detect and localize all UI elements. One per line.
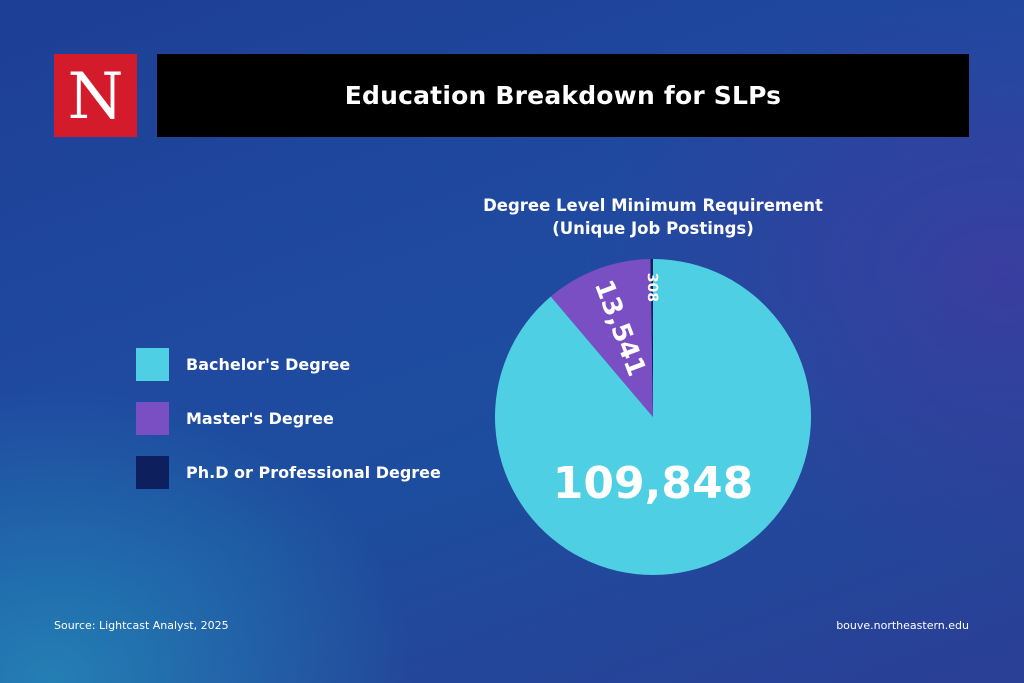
legend-swatch-masters xyxy=(136,402,169,435)
chart-title-line-2: (Unique Job Postings) xyxy=(552,219,754,238)
title-bar: Education Breakdown for SLPs xyxy=(157,54,969,137)
northeastern-logo: N xyxy=(54,54,137,137)
logo-letter: N xyxy=(67,59,124,134)
legend-label-phd: Ph.D or Professional Degree xyxy=(186,463,441,482)
page-title: Education Breakdown for SLPs xyxy=(344,81,782,110)
source-note: Source: Lightcast Analyst, 2025 xyxy=(54,619,229,632)
legend-item-phd: Ph.D or Professional Degree xyxy=(136,456,441,489)
legend-label-masters: Master's Degree xyxy=(186,409,334,428)
pie-label-bachelors: 109,848 xyxy=(553,458,753,509)
site-url: bouve.northeastern.edu xyxy=(836,619,969,632)
legend-swatch-phd xyxy=(136,456,169,489)
chart-legend: Bachelor's Degree Master's Degree Ph.D o… xyxy=(136,348,441,510)
legend-swatch-bachelors xyxy=(136,348,169,381)
pie-slice-phd xyxy=(650,259,653,417)
legend-item-masters: Master's Degree xyxy=(136,402,441,435)
pie-label-phd: 308 xyxy=(644,273,660,302)
chart-title-line-1: Degree Level Minimum Requirement xyxy=(483,196,823,215)
legend-item-bachelors: Bachelor's Degree xyxy=(136,348,441,381)
pie-slice-masters xyxy=(550,259,653,417)
chart-title: Degree Level Minimum Requirement (Unique… xyxy=(470,194,836,240)
legend-label-bachelors: Bachelor's Degree xyxy=(186,355,351,374)
